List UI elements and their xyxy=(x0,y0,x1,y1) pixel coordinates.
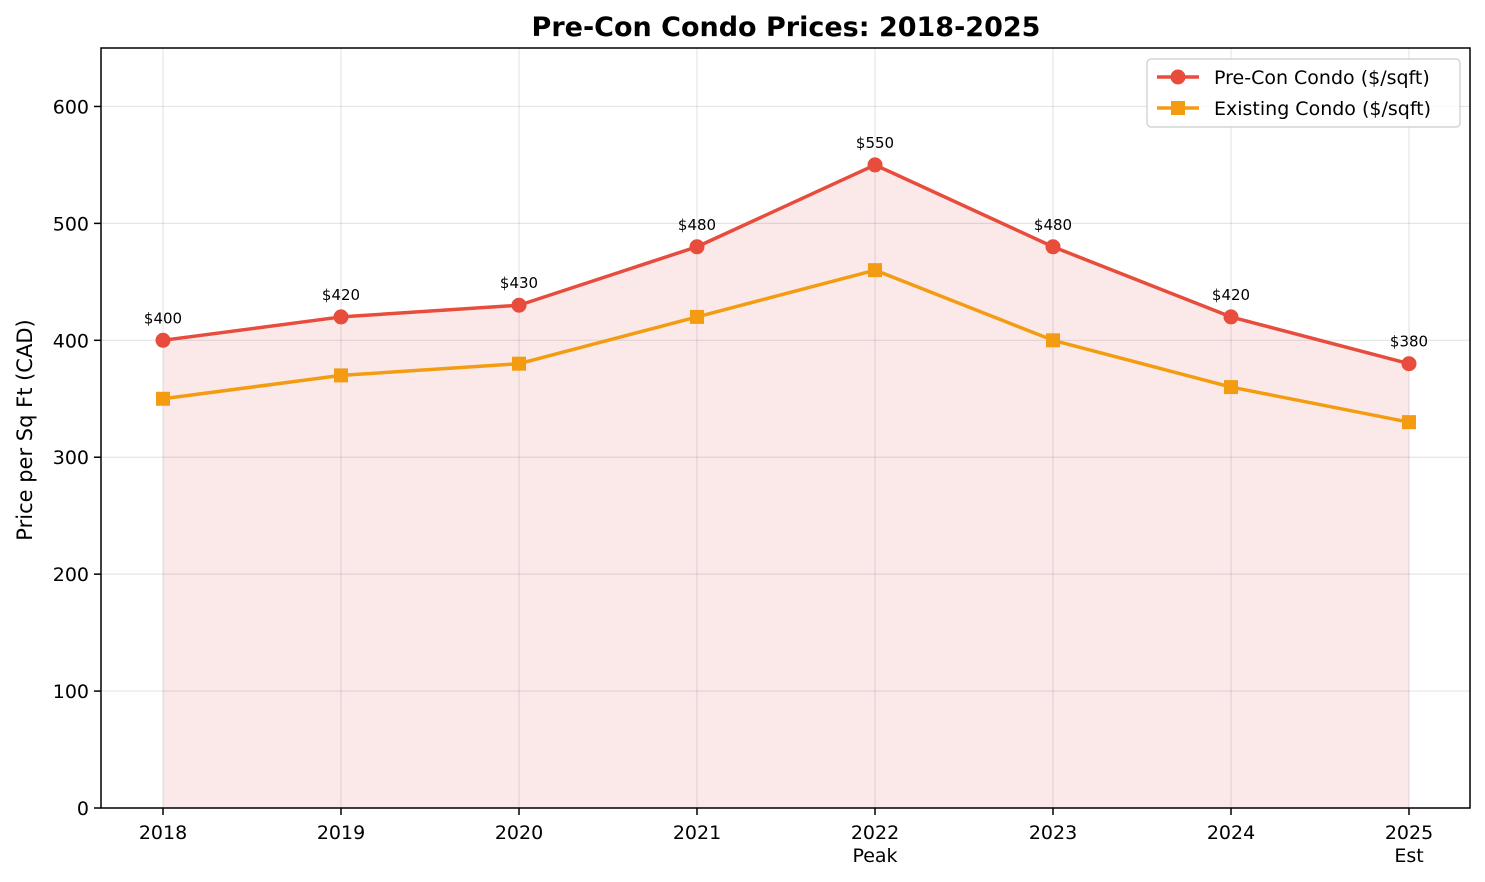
data-label-0-3: $480 xyxy=(678,216,716,234)
point-series-1-0 xyxy=(156,391,170,406)
x-tick-label: 2022 xyxy=(851,822,899,844)
data-label-0-1: $420 xyxy=(322,286,360,304)
point-series-1-2 xyxy=(512,356,526,371)
legend-swatch-marker-0 xyxy=(1170,69,1186,85)
y-tick-label: 300 xyxy=(53,447,89,469)
x-tick-label: 2021 xyxy=(673,822,721,844)
point-series-0-1 xyxy=(333,309,349,325)
point-series-1-4 xyxy=(868,263,882,278)
point-series-0-3 xyxy=(689,239,705,255)
data-label-0-0: $400 xyxy=(144,309,182,327)
point-series-0-0 xyxy=(155,332,171,348)
data-label-0-4: $550 xyxy=(856,134,894,152)
point-series-1-3 xyxy=(690,309,704,324)
x-tick-label: 2024 xyxy=(1207,822,1255,844)
data-label-0-2: $430 xyxy=(500,274,538,292)
point-series-0-7 xyxy=(1401,356,1417,372)
point-series-0-2 xyxy=(511,297,527,313)
point-series-1-6 xyxy=(1224,380,1238,395)
series-layer xyxy=(155,157,1417,430)
chart-title: Pre-Con Condo Prices: 2018-2025 xyxy=(532,12,1041,43)
series-line-0 xyxy=(162,163,1410,366)
legend: Pre-Con Condo ($/sqft) Existing Condo ($/… xyxy=(1146,58,1461,128)
legend-box xyxy=(1146,58,1461,128)
data-label-0-6: $420 xyxy=(1212,286,1250,304)
data-label-layer: $400 $420 $430 $480 $550 $480 $420 $380 xyxy=(144,134,1428,351)
y-tick-label: 0 xyxy=(77,798,89,820)
plot-frame xyxy=(100,47,1471,809)
x-tick-label: 2023 xyxy=(1029,822,1077,844)
x-tick-sublabel: Est xyxy=(1394,845,1423,867)
legend-swatch-marker-1 xyxy=(1171,101,1185,115)
y-tick-label: 100 xyxy=(53,681,89,703)
point-series-0-5 xyxy=(1045,239,1061,255)
y-tick-label: 400 xyxy=(53,330,89,352)
legend-entry-0: Pre-Con Condo ($/sqft) xyxy=(1214,67,1430,89)
point-series-1-7 xyxy=(1402,415,1416,430)
x-tick-label: 2020 xyxy=(495,822,543,844)
grid-layer xyxy=(101,48,1470,809)
x-tick-label: 2019 xyxy=(317,822,365,844)
series-line-1 xyxy=(162,268,1410,424)
area-fill-series-0 xyxy=(163,164,1409,808)
data-label-0-7: $380 xyxy=(1390,333,1428,351)
y-axis-label: Price per Sq Ft (CAD) xyxy=(13,319,37,540)
point-series-0-6 xyxy=(1223,309,1239,325)
x-tick-label: 2018 xyxy=(139,822,187,844)
axis-layer: 0 100 200 300 400 500 600 2018 2019 2020 2021 2022P… xyxy=(53,96,1433,867)
x-tick-label: 2025 xyxy=(1385,822,1433,844)
point-series-1-1 xyxy=(334,368,348,383)
x-tick-sublabel: Peak xyxy=(852,845,897,867)
point-series-0-4 xyxy=(867,157,883,173)
fill-layer xyxy=(163,164,1409,808)
y-tick-label: 600 xyxy=(53,96,89,118)
point-series-1-5 xyxy=(1046,333,1060,348)
y-tick-label: 200 xyxy=(53,564,89,586)
legend-entry-1: Existing Condo ($/sqft) xyxy=(1214,98,1431,120)
y-tick-label: 500 xyxy=(53,213,89,235)
data-label-0-5: $480 xyxy=(1034,216,1072,234)
